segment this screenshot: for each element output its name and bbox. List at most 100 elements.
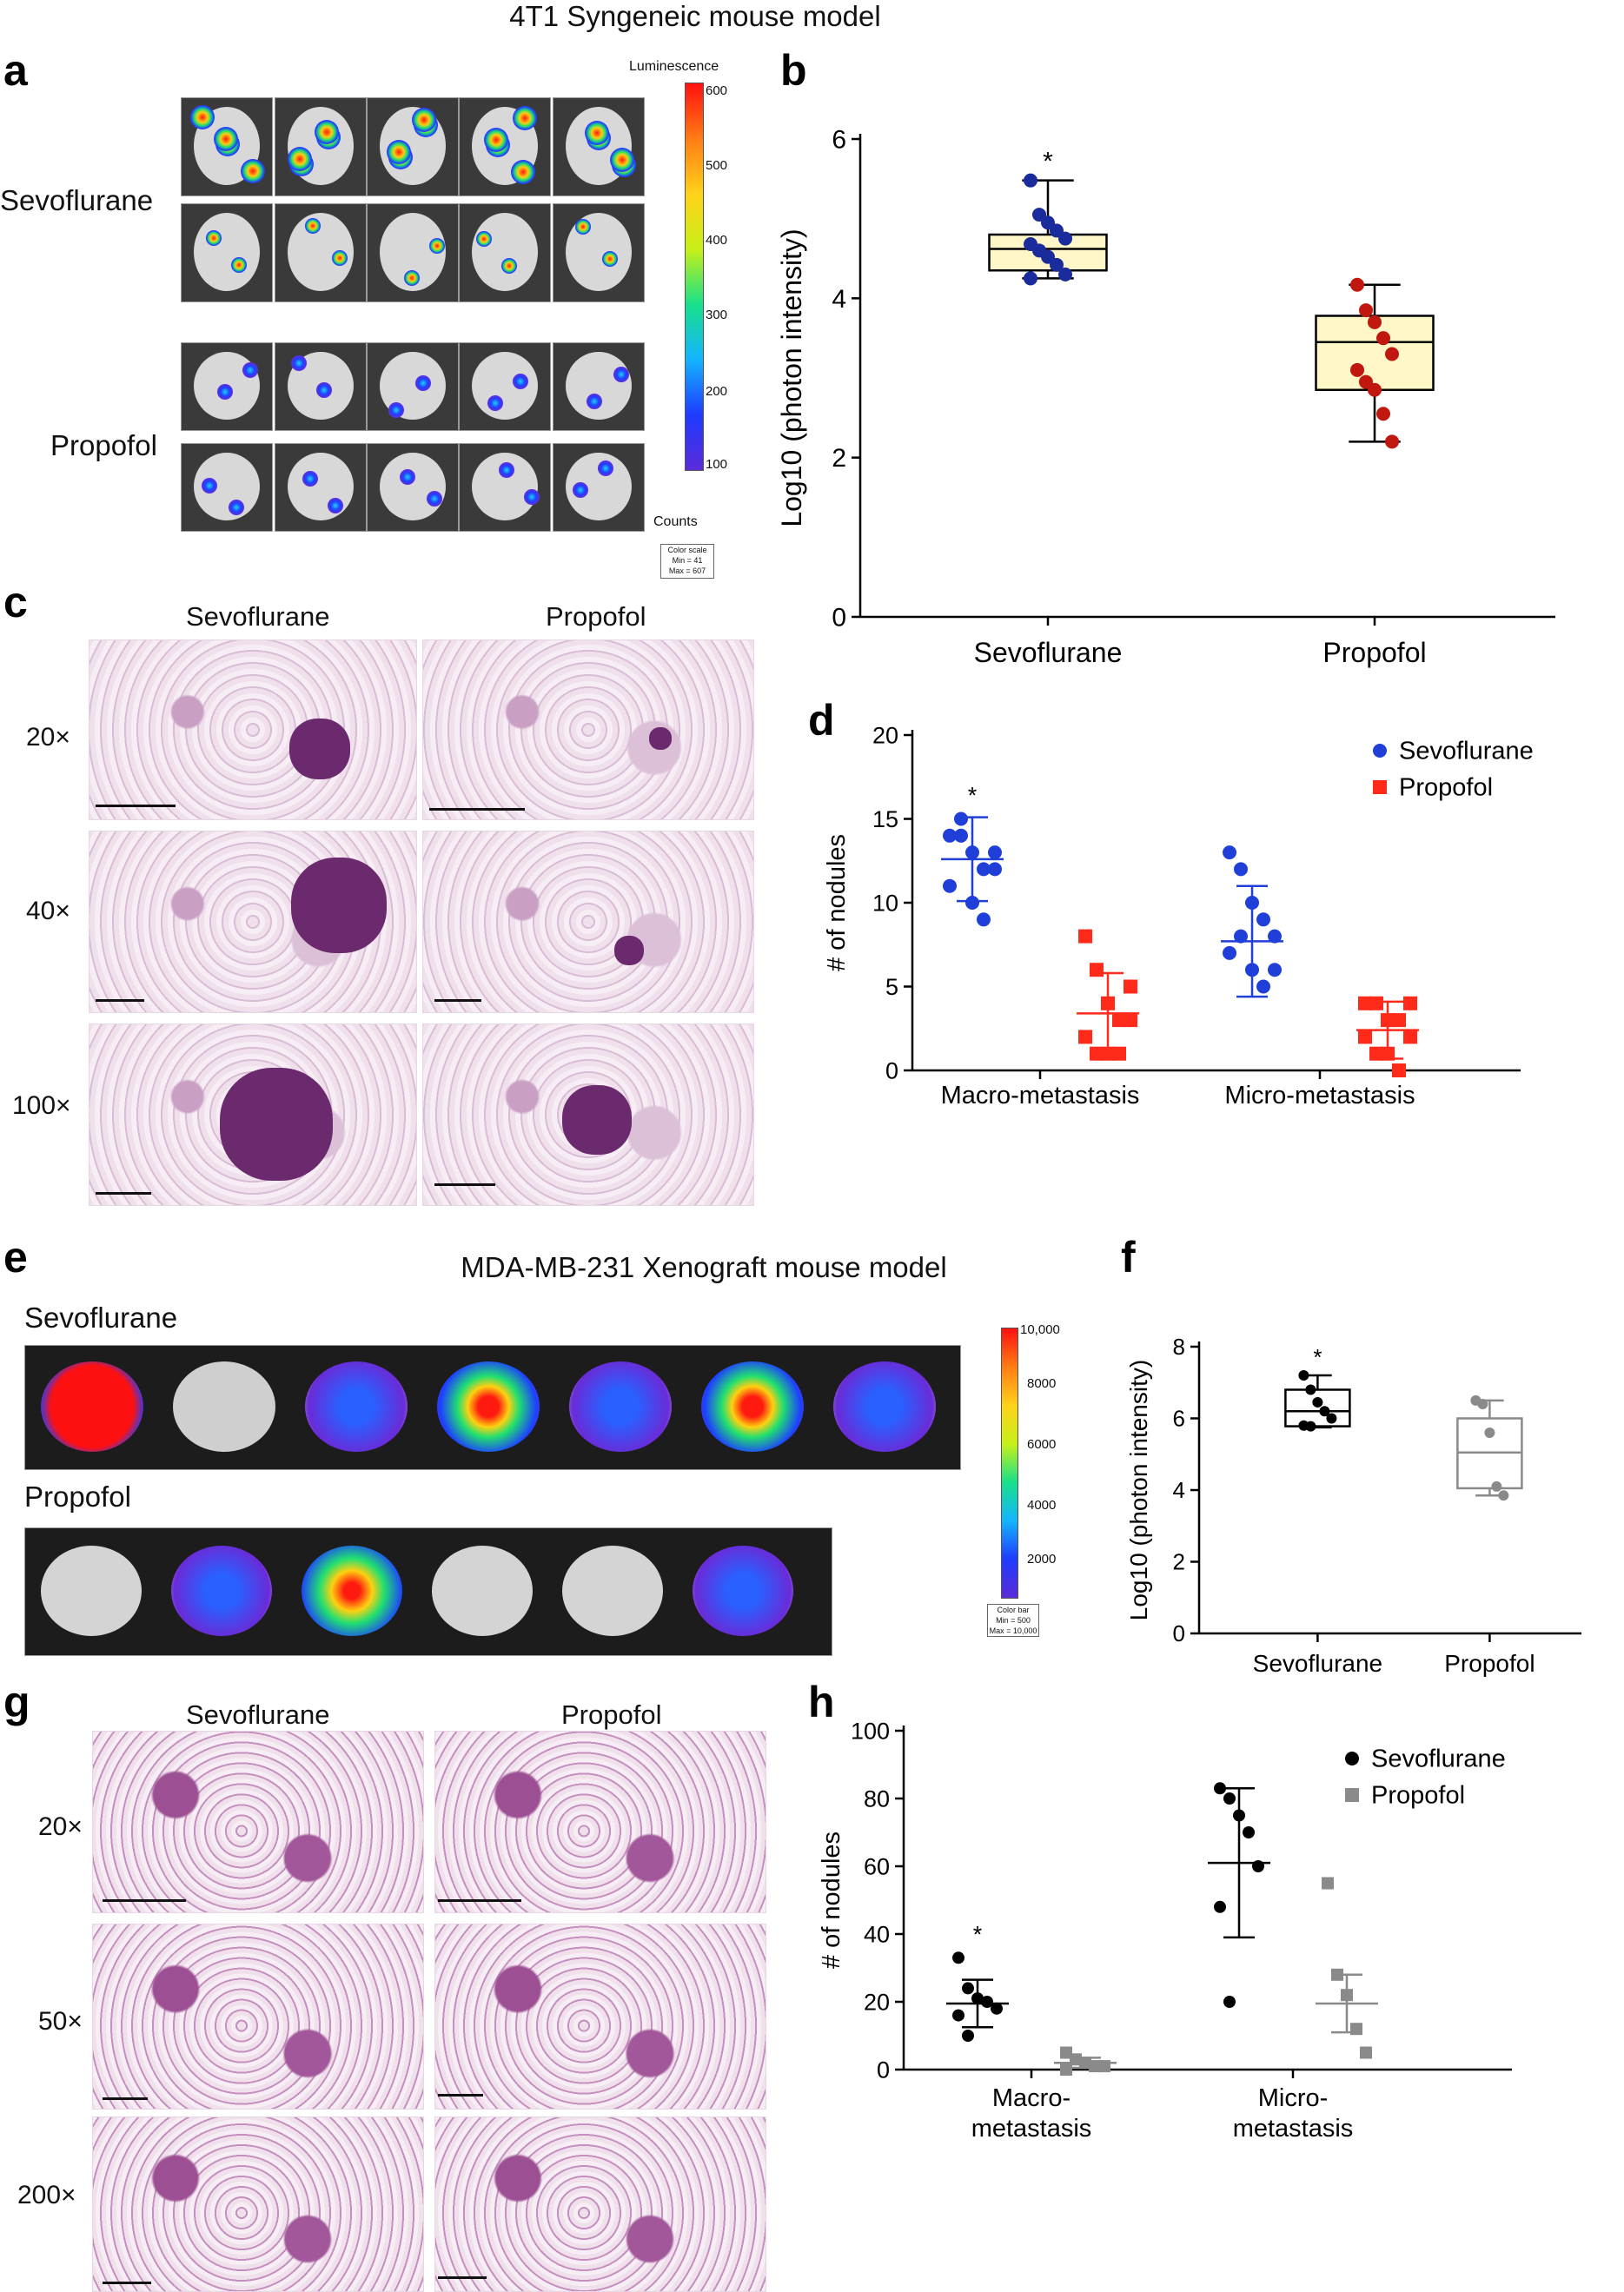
histology-image <box>92 1924 424 2110</box>
data-point <box>1050 257 1064 272</box>
bioluminescence-lung-image <box>275 342 367 431</box>
data-point <box>1256 979 1270 994</box>
lung-tissue <box>288 453 354 520</box>
data-point <box>1491 1481 1502 1492</box>
xenograft-image-strip <box>24 1345 961 1470</box>
y-tick-label: 15 <box>872 806 898 832</box>
luminescence-spot <box>511 160 535 184</box>
y-axis-label: Log10 (photon intensity) <box>776 229 807 527</box>
data-point <box>954 811 968 826</box>
data-point <box>988 862 1002 877</box>
panel-a-scale-box: Color scale Min = 41 Max = 607 <box>660 544 714 579</box>
lung-tissue <box>305 1361 408 1452</box>
data-point <box>1268 929 1282 944</box>
data-point <box>1358 1030 1372 1044</box>
histology-image <box>422 831 754 1013</box>
luminescence-spot <box>610 148 634 172</box>
lung-tissue <box>472 213 538 291</box>
luminescence-spot <box>388 402 404 418</box>
x-tick-label: Sevoflurane <box>1253 1650 1382 1677</box>
bioluminescence-lung-image <box>553 97 645 196</box>
bioluminescence-lung-image <box>553 443 645 532</box>
lung-tissue <box>41 1546 142 1636</box>
significance-marker: * <box>1313 1344 1322 1370</box>
data-point <box>991 2002 1003 2015</box>
histology-image <box>92 1731 424 1913</box>
histology-image <box>434 1924 766 2110</box>
data-point <box>1484 1428 1495 1438</box>
data-point <box>1368 315 1382 329</box>
lung-tissue <box>569 1361 672 1452</box>
data-point <box>1477 1399 1488 1409</box>
data-point <box>1326 1413 1337 1424</box>
bioluminescence-lung-image <box>367 203 459 302</box>
x-tick-label: Micro- <box>1258 2084 1329 2112</box>
metastatic-nodule <box>291 858 387 953</box>
panel-letter-h: h <box>808 1678 835 1726</box>
data-point <box>1223 1792 1236 1805</box>
scale-box-line: Color bar <box>997 1606 1030 1614</box>
panel-h-chart: 0 20 40 60 80 100 # of nodules Macro-metastasis… <box>818 1718 1512 2143</box>
bioluminescence-lung-image <box>181 203 273 302</box>
luminescence-spot <box>575 219 591 235</box>
data-point <box>1223 1996 1236 2008</box>
panel-g-mag-50x: 50× <box>38 2007 83 2036</box>
box-iqr <box>1284 1388 1351 1428</box>
data-point <box>965 896 979 910</box>
panel-letter-d: d <box>808 696 835 745</box>
luminescence-spot <box>585 121 609 145</box>
lung-tissue <box>171 1546 272 1636</box>
y-tick-label: 2 <box>1173 1549 1185 1575</box>
metastatic-nodule <box>289 719 350 779</box>
data-point <box>1112 1013 1126 1028</box>
y-tick-label: 4 <box>832 285 846 314</box>
data-point <box>1319 1406 1330 1417</box>
panel-b-chart: 0 2 4 6 Log10 (photon intensity) Sevoflurane *… <box>776 126 1555 668</box>
panel-letter-g: g <box>3 1678 30 1726</box>
panel-a-colorbar-tick: 500 <box>706 158 728 173</box>
data-point <box>1350 362 1364 377</box>
panel-c-col-propofol: Propofol <box>546 601 646 632</box>
y-tick-label: 60 <box>864 1853 890 1879</box>
data-point <box>1214 1900 1226 1913</box>
panel-e-colorbar-tick: 4000 <box>1027 1498 1057 1513</box>
luminescence-spot <box>315 120 339 144</box>
panel-a-colorbar-tick: 300 <box>706 308 728 322</box>
lung-tissue <box>472 352 538 420</box>
bioluminescence-lung-image <box>181 443 273 532</box>
panel-c-mag-40x: 40× <box>26 897 70 925</box>
data-point <box>1403 1030 1417 1044</box>
luminescence-spot <box>613 367 629 382</box>
data-point <box>1312 1396 1323 1408</box>
y-tick-label: 6 <box>1173 1406 1185 1432</box>
luminescence-spot <box>602 251 618 267</box>
luminescence-spot <box>291 355 307 371</box>
luminescence-spot <box>573 482 588 498</box>
metastatic-nodule <box>649 727 672 750</box>
scale-box-line: Min = 41 <box>672 556 703 565</box>
data-point <box>1024 271 1037 286</box>
y-tick-label: 100 <box>851 1718 890 1744</box>
data-point <box>1322 1877 1334 1890</box>
data-point <box>1058 267 1072 282</box>
legend-marker <box>1373 780 1387 794</box>
y-tick-label: 10 <box>872 890 898 916</box>
panel-e-colorbar-tick: 2000 <box>1027 1552 1057 1567</box>
panel-e-colorbar-tick: 10,000 <box>1020 1322 1060 1337</box>
x-tick-label: metastasis <box>971 2115 1092 2143</box>
data-point <box>1124 1013 1137 1028</box>
bioluminescence-lung-image <box>367 443 459 532</box>
data-point <box>952 2009 964 2022</box>
data-point <box>1498 1490 1509 1501</box>
legend-marker <box>1345 1752 1359 1765</box>
data-point <box>977 912 991 927</box>
bioluminescence-lung-image <box>275 203 367 302</box>
x-tick-label: Macro-metastasis <box>941 1082 1140 1110</box>
panel-a-group-propofol: Propofol <box>50 429 157 461</box>
luminescence-spot <box>214 127 238 151</box>
panel-a-colorbar-tick: 600 <box>706 83 728 98</box>
data-point <box>1350 277 1364 292</box>
histology-image <box>434 1731 766 1913</box>
legend-marker <box>1373 744 1387 758</box>
panel-c-mag-20x: 20× <box>26 723 70 752</box>
